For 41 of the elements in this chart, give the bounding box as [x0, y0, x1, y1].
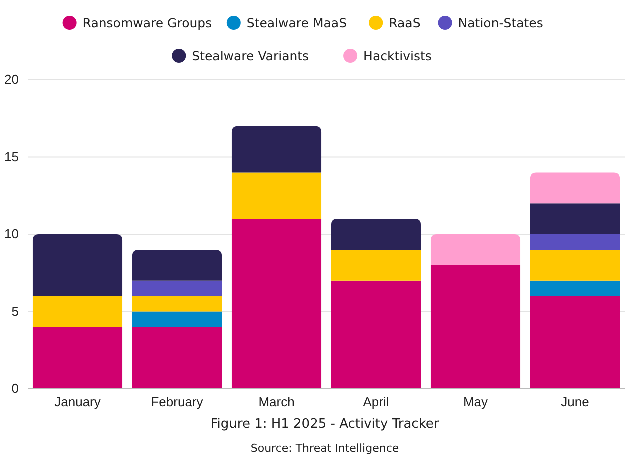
bar [32, 234, 123, 296]
bar [530, 172, 620, 204]
y-tick-label: 5 [12, 304, 19, 319]
bar [530, 234, 620, 250]
x-tick-label: March [258, 394, 295, 410]
bar [132, 296, 222, 312]
legend-label: Ransomware Groups [82, 16, 212, 30]
bar [32, 296, 123, 328]
y-tick-label: 0 [12, 381, 19, 396]
legend-label: Stealware MaaS [246, 16, 348, 30]
x-tick-label: April [363, 394, 390, 410]
source-note: Source: Threat Intelligence [250, 442, 400, 455]
bar [530, 250, 620, 281]
bar [530, 204, 620, 234]
bar [331, 280, 422, 389]
x-tick-label: January [54, 394, 102, 410]
legend-label: Hacktivists [364, 48, 432, 64]
x-tick-label: June [561, 394, 590, 410]
bar [132, 250, 222, 281]
y-tick-label: 20 [4, 72, 19, 88]
text: Figure 1: H1 2025 - Activity Tracker [210, 417, 440, 432]
y-tick-label: 10 [4, 226, 19, 242]
legend-label: Stealware Variants [192, 48, 310, 64]
bar [232, 219, 322, 389]
bar [530, 296, 620, 389]
legend-label: RaaS [389, 16, 421, 30]
bar [331, 219, 422, 250]
bar [430, 234, 521, 266]
x-tick-label: May [463, 394, 489, 410]
bar [232, 126, 322, 173]
bar [430, 265, 521, 389]
bar [132, 312, 222, 328]
bar [232, 172, 322, 220]
legend-label: Nation-States [458, 16, 544, 30]
bar [530, 280, 620, 296]
bar [32, 327, 123, 389]
bar [132, 280, 222, 296]
bar [331, 250, 422, 281]
bar [132, 327, 222, 389]
x-tick-label: February [151, 394, 204, 410]
y-tick-label: 15 [4, 149, 19, 164]
